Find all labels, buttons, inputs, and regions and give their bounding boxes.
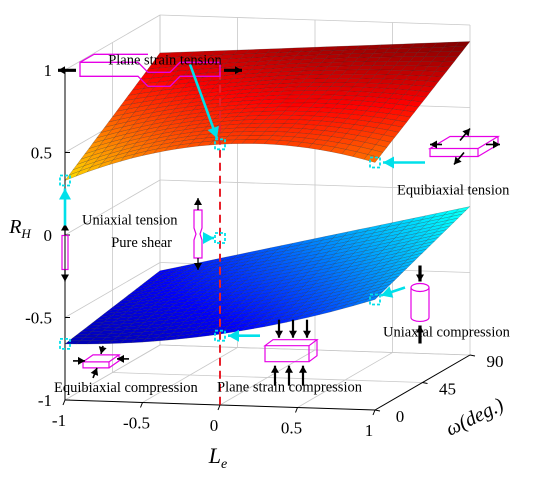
z-tick-label-0: 1 (44, 61, 53, 80)
annotations: Plane strain tension Equibiaxial tension U… (54, 52, 511, 396)
x-axis-title-sub: e (221, 457, 227, 472)
x-tick-label-1: -0.5 (123, 414, 150, 433)
marker-plane-strain-compression (214, 329, 226, 342)
glyph-uc-arrow-down-head (416, 274, 424, 282)
glyph-uc-side (410, 287, 430, 323)
glyph-uc-arrow-up-head (416, 325, 424, 333)
annotation-label-2: Uniaxial tension (82, 213, 178, 229)
glyph-psc-arrow-top-1-head (289, 330, 297, 338)
x-tick-label-4: 1 (365, 421, 374, 440)
strain-state-glyphs (58, 53, 501, 386)
annotation-label-6: Equibiaxial compression (54, 380, 199, 396)
marker-equibiaxial-compression (59, 337, 71, 350)
z-tick-label-1: 0.5 (31, 144, 52, 163)
arrow-equibiaxial-tension-head (383, 156, 394, 169)
z-tick-label-4: -1 (38, 391, 52, 410)
glyph-ec-arrow-s-head (98, 346, 107, 354)
y-tick-mark-2 (469, 354, 476, 357)
surface-0-patch-27-0 (363, 154, 380, 163)
glyph-uc-top (410, 282, 430, 293)
glyph-psc-arrow-bottom-1-head (285, 365, 293, 373)
marker-uniaxial-tension (59, 174, 71, 187)
marker-plane-strain-tension (214, 138, 226, 151)
glyph-ut-arrow-up-head (61, 223, 69, 231)
glyph-pst-arrow-right-head (235, 66, 242, 75)
surface-lower (64, 206, 471, 345)
grid-line-floor-y2 (159, 344, 471, 356)
y-tick-label-0: 0 (396, 407, 405, 426)
glyph-et-arrow-s-head (454, 156, 462, 165)
marker-equibiaxial-tension (369, 156, 381, 169)
y-tick-label-1: 45 (439, 380, 456, 399)
x-tick-label-0: -1 (52, 411, 66, 430)
glyph-ps-arrow-down-head (194, 263, 202, 270)
x-tick-mark-4 (372, 409, 376, 416)
annotation-label-0: Plane strain tension (108, 52, 222, 68)
glyph-psc-arrow-top-0-head (275, 330, 283, 338)
glyph-ec-arrow-n-head (90, 367, 99, 376)
arrow-uniaxial-tension-head (59, 188, 71, 200)
annotation-label-4: Uniaxial compression (383, 325, 511, 341)
arrow-uniaxial-compression-head (381, 286, 394, 298)
x-tick-mark-2 (217, 404, 221, 411)
z-tick-label-2: 0 (44, 226, 53, 245)
arrow-plane-strain-tension-head (207, 125, 219, 139)
glyph-et-arrow-n-head (462, 128, 470, 137)
glyph-et-arrow-w-head (430, 140, 437, 149)
y-tick-label-2: 90 (487, 352, 504, 371)
glyph-psc-arrow-bottom-2-head (299, 365, 307, 373)
glyph-pure-shear-body (193, 209, 203, 259)
annotation-label-1: Equibiaxial tension (397, 183, 510, 199)
y-tick-mark-1 (422, 382, 428, 384)
surface-1-patch-27-0 (363, 295, 380, 303)
x-tick-mark-3 (295, 407, 298, 413)
z-axis-title-sub: H (20, 226, 31, 241)
glyph-psc-block (263, 339, 319, 363)
glyph-ps-arrow-up-head (194, 198, 202, 205)
glyph-ec-arrow-e-head (78, 356, 85, 365)
glyph-ut-arrow-down-head (61, 274, 69, 282)
surface-upper (64, 41, 471, 181)
grid-line-floor-y1 (112, 372, 423, 383)
glyph-pst-arrow-left-head (58, 66, 65, 75)
glyph-plane-strain-tension-body (79, 61, 221, 87)
glyph-psc-arrow-top-2-head (303, 330, 311, 338)
x-tick-mark-1 (140, 402, 143, 408)
x-tick-label-2: 0 (210, 416, 219, 435)
glyph-et-arrow-e-head (493, 140, 500, 149)
arrow-plane-strain-tension-shaft (188, 63, 219, 139)
z-axis-title-main: R (8, 216, 21, 238)
annotation-label-5: Plane strain compression (217, 380, 363, 396)
x-axis-title: Le (208, 443, 227, 472)
x-tick-mark-0 (62, 399, 66, 406)
y-tick-mark-0 (374, 409, 381, 412)
z-tick-label-3: -0.5 (25, 309, 52, 328)
annotation-label-3: Pure shear (111, 235, 172, 251)
marker-uniaxial-compression (369, 293, 381, 306)
arrow-plane-strain-compression-head (228, 329, 239, 342)
x-axis-title-main: L (208, 443, 221, 468)
glyph-psc-arrow-bottom-0-head (271, 365, 279, 373)
z-axis-title: RH (8, 216, 31, 241)
arrow-pure-shear-head (203, 232, 214, 244)
glyph-pst-top-edge-a (79, 53, 95, 63)
glyph-ec-arrow-w-head (117, 354, 124, 363)
marker-pure-shear (214, 232, 226, 244)
y-axis-title: ω(deg.) (442, 394, 507, 441)
glyph-equibiaxial-compression-plate (81, 354, 121, 369)
x-tick-label-3: 0.5 (281, 419, 302, 438)
